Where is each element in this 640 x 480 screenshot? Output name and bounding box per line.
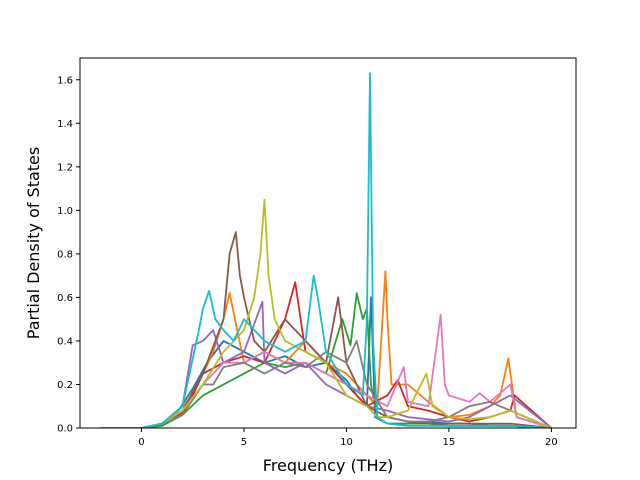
- x-ticks: 0 5 10 15 20: [138, 428, 558, 448]
- y-tick-label: 1.2: [57, 162, 73, 173]
- plot-frame: [79, 57, 577, 429]
- x-tick-label: 0: [138, 437, 144, 448]
- y-tick-label: 1.0: [57, 206, 73, 217]
- y-tick-label: 0.0: [57, 424, 73, 435]
- y-axis-label: Partial Density of States: [24, 147, 43, 339]
- x-axis-label: Frequency (THz): [263, 456, 393, 475]
- y-tick-label: 0.6: [57, 293, 73, 304]
- y-tick-label: 0.8: [57, 249, 73, 260]
- x-tick-label: 15: [443, 437, 456, 448]
- y-tick-label: 0.2: [57, 380, 73, 391]
- y-tick-label: 1.4: [57, 119, 73, 130]
- y-tick-label: 1.6: [57, 75, 73, 86]
- x-tick-label: 10: [340, 437, 353, 448]
- y-ticks: 0.0 0.2 0.4 0.6 0.8 1.0 1.2 1.4 1.6: [57, 75, 80, 435]
- series-line-9: [100, 198, 552, 428]
- y-tick-label: 0.4: [57, 336, 73, 347]
- series-layer: [100, 72, 552, 428]
- series-line-5: [100, 300, 552, 428]
- x-tick-label: 20: [545, 437, 558, 448]
- series-line-10: [100, 72, 552, 428]
- x-tick-label: 5: [241, 437, 247, 448]
